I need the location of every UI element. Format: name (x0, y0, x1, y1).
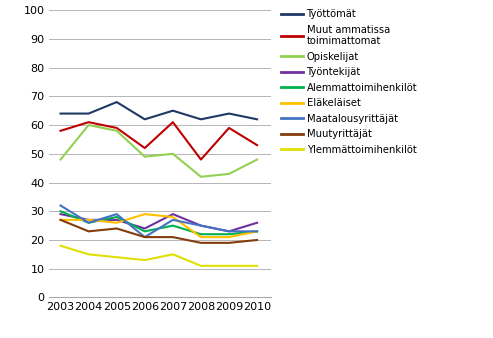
Legend: Työttömät, Muut ammatissa
toimimattomat, Opiskelijat, Työntekijät, Alemmattoimih: Työttömät, Muut ammatissa toimimattomat,… (281, 9, 417, 155)
